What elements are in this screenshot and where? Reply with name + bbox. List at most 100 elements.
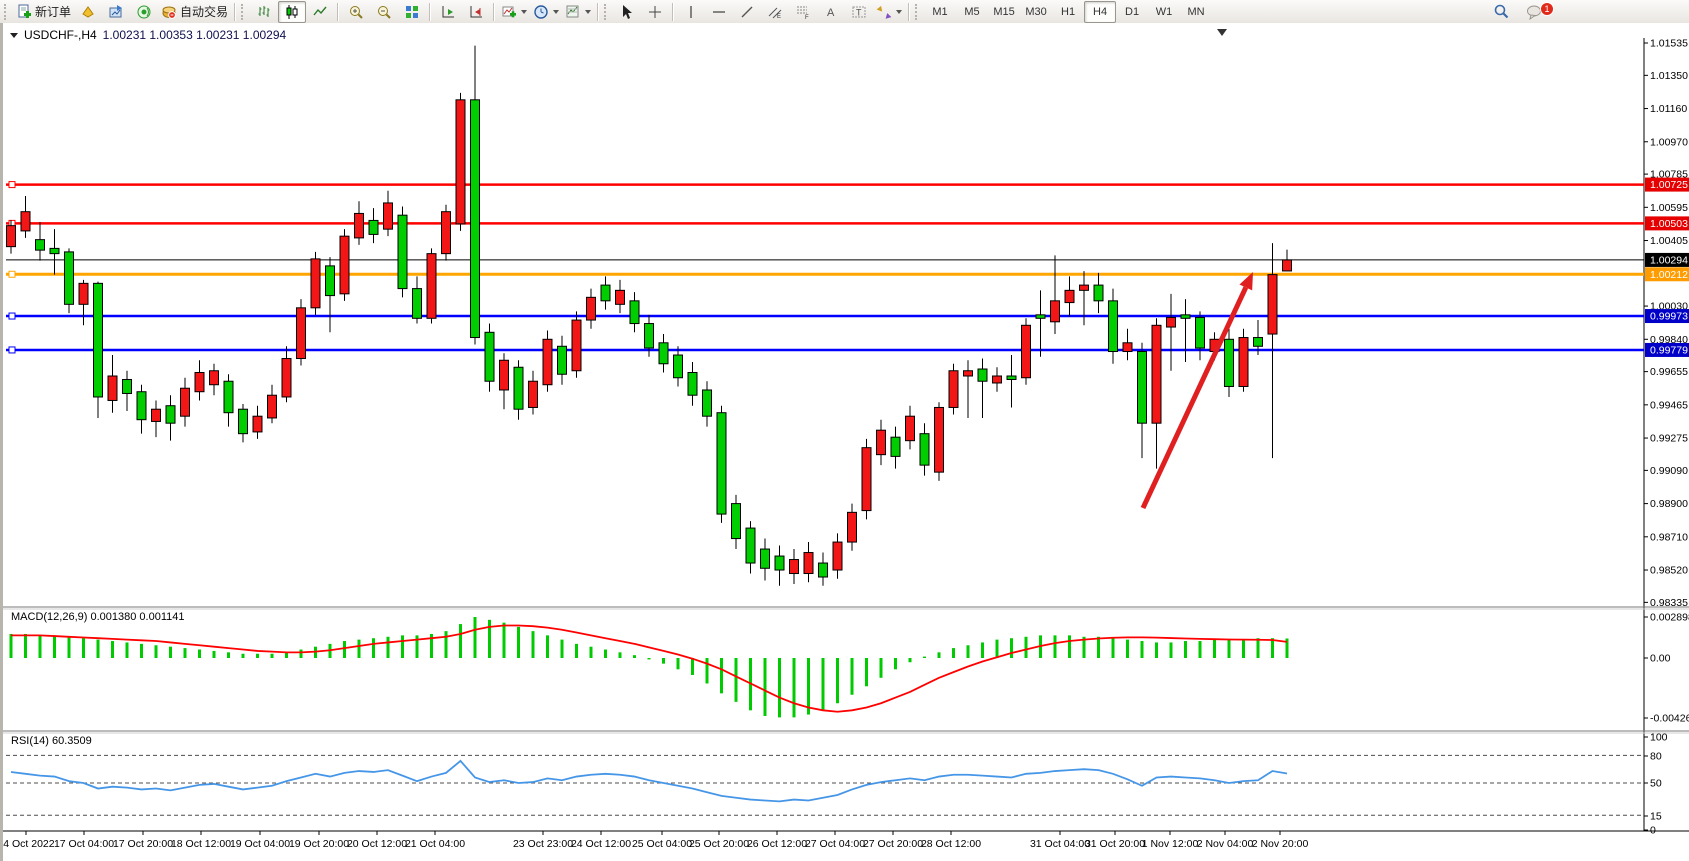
macd-hist-bar xyxy=(894,658,897,670)
auto-trading-button[interactable]: 自动交易 xyxy=(158,1,231,23)
chart-shift-marker[interactable] xyxy=(1217,29,1227,36)
timeframe-h4-button[interactable]: H4 xyxy=(1084,0,1117,23)
svg-text:T: T xyxy=(856,7,862,17)
candle-body xyxy=(600,284,611,302)
candle-body xyxy=(1006,375,1017,380)
toolbar-grip[interactable] xyxy=(241,3,248,20)
toolbar-grip[interactable] xyxy=(915,3,922,20)
timeframe-m5-button[interactable]: M5 xyxy=(964,5,980,18)
candle-body xyxy=(1253,337,1263,347)
timeframe-w1-button[interactable]: W1 xyxy=(1155,5,1173,18)
fibonacci-button[interactable]: F xyxy=(789,1,817,23)
macd-hist-bar xyxy=(1082,636,1086,658)
svg-text:20 Oct 12:00: 20 Oct 12:00 xyxy=(347,838,407,850)
candle-body xyxy=(49,247,60,255)
macd-hist-bar xyxy=(285,652,288,658)
candle-body xyxy=(1195,316,1205,349)
crosshair-button[interactable] xyxy=(641,1,669,23)
candle-body xyxy=(934,406,944,473)
macd-hist-bar xyxy=(1111,638,1115,658)
candle-body xyxy=(948,370,959,408)
horizontal-line-icon xyxy=(713,10,726,13)
timeframe-mn-button[interactable]: MN xyxy=(1187,5,1205,18)
candle-chart-button[interactable] xyxy=(278,0,307,23)
svg-text:1.00595: 1.00595 xyxy=(1650,202,1688,214)
chart-shift-icon xyxy=(470,5,483,17)
candle-body xyxy=(499,359,509,391)
price-badge-label: 1.00725 xyxy=(1650,179,1688,191)
macd-hist-bar xyxy=(1010,638,1013,658)
svg-text:0.98710: 0.98710 xyxy=(1650,531,1688,543)
horizontal-lines[interactable]: 1.00725 1.00503 1.00212 0.99973 0.99779 1.002… xyxy=(6,177,1689,357)
candle-body xyxy=(194,371,205,393)
indicators-button[interactable] xyxy=(498,1,530,23)
trendline-button[interactable] xyxy=(733,1,761,23)
candle-body xyxy=(1282,259,1292,272)
new-order-button[interactable]: 新订单 xyxy=(13,1,74,23)
zoom-in-button[interactable] xyxy=(342,1,370,23)
macd-hist-bar xyxy=(488,619,491,658)
macd-hist-bar xyxy=(270,653,274,658)
bar-chart-button[interactable] xyxy=(250,1,278,23)
macd-hist-bar xyxy=(618,652,622,658)
horizontal-line-button[interactable] xyxy=(705,1,733,23)
text-label-button[interactable]: T xyxy=(845,1,873,23)
svg-text:23 Oct 23:00: 23 Oct 23:00 xyxy=(513,838,573,850)
macd-hist-bar xyxy=(821,658,825,711)
macd-hist-bar xyxy=(1184,641,1187,658)
symbols-button[interactable] xyxy=(74,1,102,23)
rsi-label: RSI(14) 60.3509 xyxy=(11,735,92,747)
vertical-line-button[interactable] xyxy=(677,1,705,23)
publish-button[interactable] xyxy=(102,1,130,23)
candle-body xyxy=(1050,300,1060,323)
timeframe-d1-button[interactable]: D1 xyxy=(1125,5,1140,18)
price-badge-label: 1.00212 xyxy=(1650,269,1688,281)
cursor-button[interactable] xyxy=(613,1,641,23)
toolbar-grip[interactable] xyxy=(4,3,11,20)
macd-signal-line xyxy=(11,624,1288,713)
candle-body xyxy=(136,391,147,421)
search-button[interactable] xyxy=(1487,1,1515,23)
candle-body xyxy=(470,99,480,339)
notifications-button[interactable]: 1 xyxy=(1521,1,1554,23)
macd-hist-bar xyxy=(995,639,999,658)
zoom-out-button[interactable] xyxy=(370,1,398,23)
timeframe-m15-button[interactable]: M15 xyxy=(993,5,1015,18)
candle-body xyxy=(455,99,466,225)
trend-arrow[interactable] xyxy=(1140,272,1253,510)
macd-hist-bar xyxy=(792,658,796,718)
svg-text:19 Oct 20:00: 19 Oct 20:00 xyxy=(289,838,349,850)
tile-windows-button[interactable] xyxy=(398,1,426,23)
svg-text:50: 50 xyxy=(1650,778,1662,790)
macd-hist-bar xyxy=(111,641,114,658)
macd-hist-bar xyxy=(1155,642,1158,658)
trendline-icon xyxy=(741,6,753,17)
timeframe-m1-button[interactable]: M1 xyxy=(932,5,948,18)
candle-body xyxy=(1166,316,1176,328)
periods-button[interactable] xyxy=(530,1,562,23)
sound-button[interactable] xyxy=(130,1,158,23)
candle-body xyxy=(1137,351,1147,424)
chart-ohlc-values: 1.00231 1.00353 1.00231 1.00294 xyxy=(102,28,287,42)
timeframe-m30-button[interactable]: M30 xyxy=(1025,5,1047,18)
line-chart-button[interactable] xyxy=(306,1,334,23)
svg-text:0.99655: 0.99655 xyxy=(1650,366,1688,378)
templates-button[interactable] xyxy=(562,1,594,23)
chart-shift-button[interactable] xyxy=(462,1,490,23)
candle-body xyxy=(441,211,451,255)
svg-text:A: A xyxy=(827,7,835,19)
text-button[interactable]: A xyxy=(817,1,845,23)
svg-text:2 Nov 20:00: 2 Nov 20:00 xyxy=(1252,838,1309,850)
timeframe-h1-button[interactable]: H1 xyxy=(1061,5,1076,18)
auto-scroll-button[interactable] xyxy=(434,1,462,23)
toolbar: 新订单 自动交易 xyxy=(0,0,1689,24)
candle-body xyxy=(745,527,756,564)
macd-hist-bar xyxy=(430,633,433,658)
svg-text:80: 80 xyxy=(1650,751,1662,763)
toolbar-grip[interactable] xyxy=(604,3,611,20)
channel-button[interactable]: E xyxy=(761,1,789,23)
collapse-arrow-icon[interactable] xyxy=(10,32,18,38)
chart-canvas[interactable]: 1.015351.013501.011601.009701.007851.005… xyxy=(0,23,1689,861)
arrows-button[interactable] xyxy=(873,1,905,23)
